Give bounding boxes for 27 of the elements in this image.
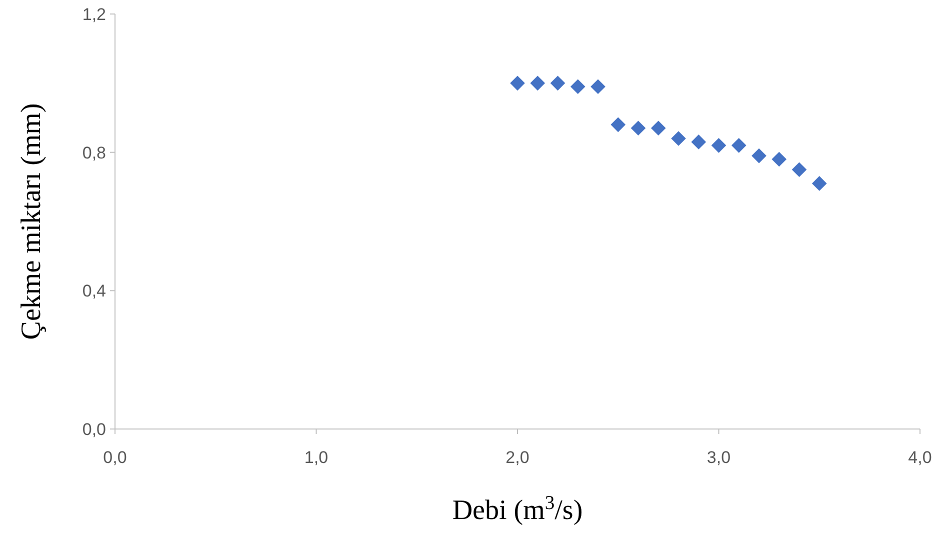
point	[610, 117, 626, 132]
point	[590, 79, 606, 94]
x-tick-label: 0,0	[103, 448, 127, 467]
point	[671, 131, 686, 146]
y-tick-label: 0,4	[82, 282, 106, 301]
y-tick-label: 1,2	[82, 4, 106, 24]
point	[570, 79, 586, 94]
y-axis-title: Çekme miktarı (mm)	[16, 103, 47, 340]
point	[530, 76, 546, 91]
point	[650, 120, 666, 136]
point	[731, 138, 746, 153]
point	[752, 148, 766, 164]
point	[550, 76, 566, 91]
point	[711, 138, 726, 153]
x-tick-label: 4,0	[908, 448, 932, 467]
point	[812, 176, 827, 191]
point	[792, 162, 807, 178]
point	[630, 120, 646, 136]
point	[772, 152, 787, 167]
y-tick-label: 0,8	[82, 143, 106, 162]
x-tick-label: 1,0	[304, 448, 328, 467]
y-tick-label: 0,0	[82, 420, 106, 439]
point	[691, 134, 706, 150]
x-tick-label: 3,0	[706, 448, 731, 467]
x-tick-label: 2,0	[506, 448, 530, 467]
x-axis-title: Debi (m$^{3}$/s)	[452, 492, 583, 526]
point	[510, 76, 525, 91]
